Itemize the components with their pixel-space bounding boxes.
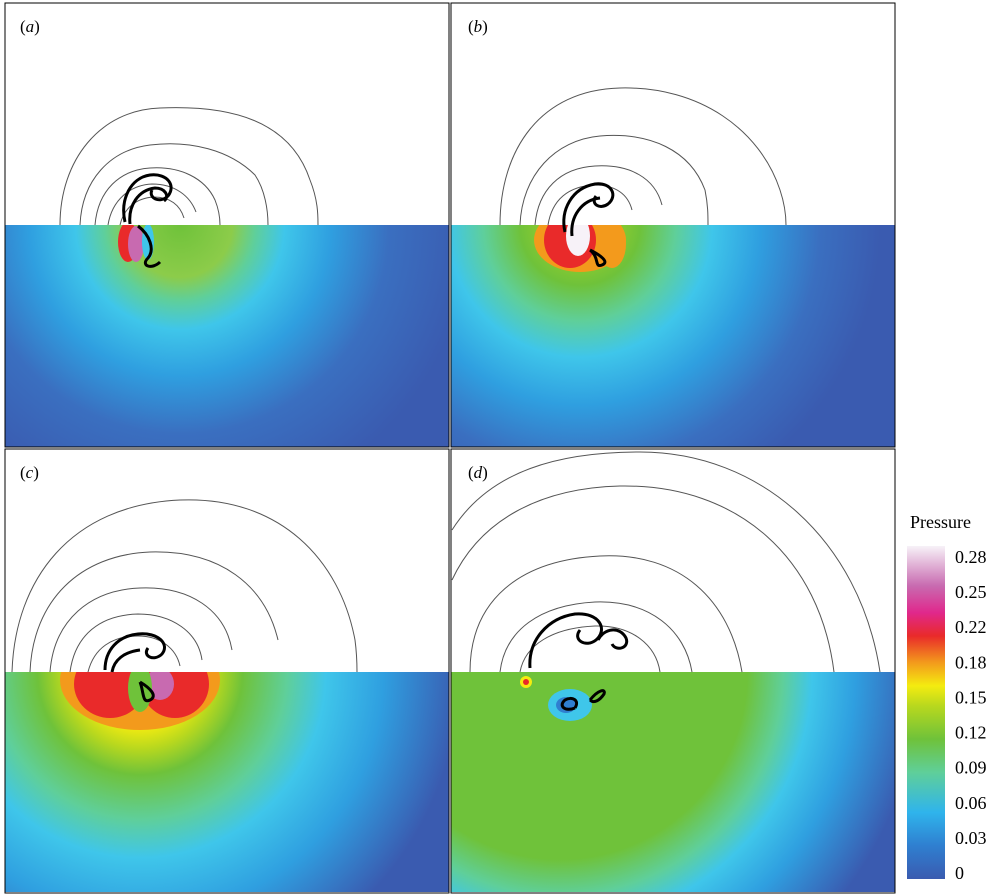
panel-d-vortex-core	[528, 612, 629, 711]
panel-d-contour-lines	[451, 451, 881, 673]
colorbar-tick-label: 0.18	[955, 652, 987, 672]
colorbar-gradient	[907, 546, 945, 879]
panel-b-vortex-core	[562, 182, 615, 268]
panel-a-pressure-field	[5, 225, 449, 447]
colorbar-tick-label: 0.22	[955, 617, 987, 637]
colorbar-tick-label: 0.15	[955, 687, 987, 707]
colorbar-tick-label: 0.03	[955, 828, 987, 848]
panel-d	[450, 448, 896, 894]
panel-b-label: (b)	[468, 17, 488, 36]
colorbar-tick-label: 0	[955, 863, 964, 883]
colorbar-tick-label: 0.28	[955, 547, 987, 567]
panel-c-high-pressure-zone	[60, 672, 220, 730]
panel-a-high-pressure-zone	[118, 225, 154, 262]
panel-b-high-pressure-zone	[534, 225, 626, 272]
panel-b-pressure-field	[451, 225, 895, 447]
panel-a	[4, 2, 450, 448]
colorbar-tick-labels: 0.28 0.25 0.22 0.18 0.15 0.12 0.09 0.06 0.03 0	[955, 547, 987, 883]
colorbar: Pressure 0.28 0.25 0.22 0.18 0.15 0.12 0.09 0.0…	[907, 512, 987, 883]
colorbar-tick-label: 0.12	[955, 723, 987, 743]
panel-c-label: (c)	[20, 463, 39, 482]
panel-d-label: (d)	[468, 463, 488, 482]
panel-a-vortex-core	[122, 173, 173, 268]
colorbar-tick-label: 0.09	[955, 758, 987, 778]
panel-a-label: (a)	[20, 17, 40, 36]
panel-d-low-pressure-zone	[520, 676, 592, 721]
panel-c-vortex-core	[103, 632, 166, 703]
panel-c	[4, 448, 450, 894]
panel-c-contour-lines	[11, 499, 358, 673]
colorbar-title: Pressure	[910, 512, 971, 532]
panel-b	[450, 2, 896, 448]
colorbar-tick-label: 0.06	[955, 793, 987, 813]
panel-d-pressure-field	[451, 672, 895, 892]
panel-b-contour-lines	[499, 87, 787, 226]
colorbar-tick-label: 0.25	[955, 582, 987, 602]
panel-a-contour-lines	[59, 107, 319, 226]
